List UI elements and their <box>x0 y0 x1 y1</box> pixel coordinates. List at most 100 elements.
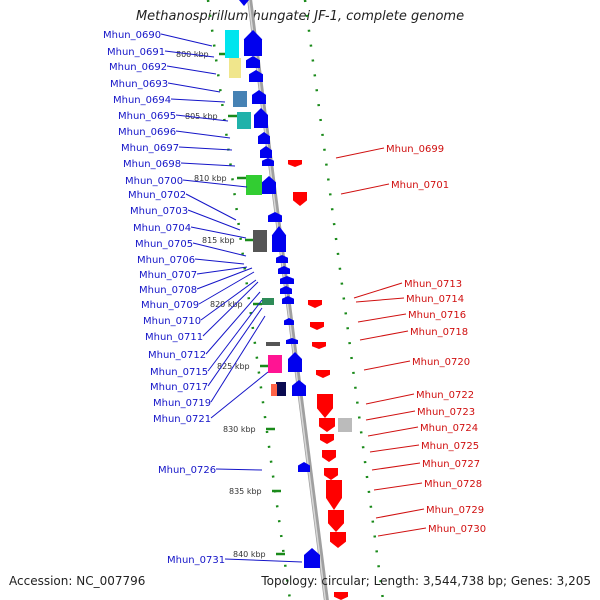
right-gene-label: Mhun_0722 <box>416 390 474 401</box>
reverse-gene-arrow <box>319 418 335 432</box>
left-label-leader <box>185 193 237 221</box>
left-label-leader <box>224 558 303 563</box>
forward-gene-arrow <box>288 352 302 372</box>
right-label-leader <box>335 147 385 159</box>
left-gene-label: Mhun_0731 <box>167 555 225 566</box>
left-gene-label: Mhun_0719 <box>153 398 211 409</box>
right-gene-label: Mhun_0730 <box>428 524 486 535</box>
left-label-leader <box>200 279 257 321</box>
forward-gene-arrow <box>298 462 310 472</box>
forward-gene-arrow <box>280 286 292 294</box>
left-gene-label: Mhun_0706 <box>137 255 195 266</box>
forward-gene-arrow <box>249 70 263 82</box>
left-gene-label: Mhun_0710 <box>143 316 201 327</box>
left-label-leader <box>207 307 263 387</box>
forward-gene-arrow <box>284 318 294 325</box>
reverse-gene-arrow <box>330 532 346 548</box>
left-label-leader <box>178 146 233 151</box>
reverse-gene-arrow <box>328 510 344 532</box>
forward-gene-arrow <box>280 276 294 284</box>
left-label-leader <box>205 291 261 355</box>
right-label-leader <box>365 393 415 405</box>
left-label-leader <box>198 271 255 305</box>
forward-gene-arrow <box>268 212 282 222</box>
genome-summary-text: Topology: circular; Length: 3,544,738 bp… <box>261 574 591 588</box>
left-label-leader <box>170 98 226 103</box>
right-gene-label: Mhun_0728 <box>424 479 482 490</box>
right-label-leader <box>353 282 403 299</box>
feature-box <box>225 30 239 58</box>
right-label-leader <box>363 360 411 371</box>
left-label-leader <box>210 315 266 403</box>
reverse-gene-arrow <box>310 322 324 330</box>
left-gene-label: Mhun_0693 <box>110 79 168 90</box>
feature-box <box>233 91 247 107</box>
forward-gene-arrow <box>276 255 288 263</box>
forward-gene-arrow <box>258 132 270 144</box>
feature-box <box>276 382 286 396</box>
left-label-leader <box>180 162 236 167</box>
right-label-leader <box>371 462 421 471</box>
feature-box <box>253 230 267 252</box>
left-label-leader <box>182 179 248 188</box>
left-label-leader <box>196 267 253 290</box>
right-gene-label: Mhun_0729 <box>426 505 484 516</box>
right-gene-label: Mhun_0720 <box>412 357 470 368</box>
left-label-leader <box>160 33 213 47</box>
reverse-gene-arrow <box>317 394 333 418</box>
right-gene-label: Mhun_0718 <box>410 327 468 338</box>
right-label-leader <box>355 297 405 303</box>
feature-box <box>268 355 282 373</box>
reverse-gene-arrow <box>312 342 326 349</box>
reverse-gene-arrow <box>326 480 342 510</box>
forward-gene-arrow <box>262 158 274 166</box>
left-gene-label: Mhun_0690 <box>103 30 161 41</box>
right-gene-label: Mhun_0727 <box>422 459 480 470</box>
forward-gene-arrow <box>260 146 272 158</box>
left-gene-label: Mhun_0726 <box>158 465 216 476</box>
forward-gene-arrow <box>246 56 260 68</box>
left-gene-label: Mhun_0694 <box>113 95 171 106</box>
forward-gene-arrow <box>239 0 249 6</box>
left-label-leader <box>210 371 269 419</box>
forward-gene-arrow <box>282 296 294 304</box>
forward-gene-arrow <box>278 266 290 274</box>
scale-label: 815 kbp <box>202 236 235 245</box>
left-label-leader <box>190 226 247 239</box>
left-label-leader <box>215 468 263 471</box>
forward-gene-arrow <box>304 548 320 568</box>
map-title: Methanospirillum hungatei JF-1, complete… <box>135 9 465 24</box>
accession-text: Accession: NC_007796 <box>9 574 146 588</box>
scale-label: 835 kbp <box>229 487 262 496</box>
left-gene-label: Mhun_0715 <box>150 367 208 378</box>
reverse-gene-arrow <box>322 450 336 462</box>
right-gene-label: Mhun_0724 <box>420 423 478 434</box>
right-label-leader <box>373 482 423 491</box>
feature-box <box>338 418 352 432</box>
right-gene-label: Mhun_0699 <box>386 144 444 155</box>
left-label-leader <box>187 209 241 231</box>
left-gene-label: Mhun_0708 <box>139 285 197 296</box>
left-label-leader <box>196 266 248 275</box>
left-gene-label: Mhun_0709 <box>141 300 199 311</box>
reverse-gene-arrow <box>334 592 348 600</box>
left-gene-label: Mhun_0711 <box>145 332 203 343</box>
left-gene-label: Mhun_0702 <box>128 190 186 201</box>
reverse-gene-arrow <box>316 370 330 378</box>
reverse-gene-arrow <box>320 434 334 444</box>
left-label-leader <box>167 82 221 93</box>
scale-label: 820 kbp <box>210 300 243 309</box>
right-label-leader <box>340 183 390 195</box>
left-gene-label: Mhun_0712 <box>148 350 206 361</box>
right-label-leader <box>357 313 407 323</box>
right-gene-label: Mhun_0713 <box>404 279 462 290</box>
forward-gene-arrow <box>244 30 262 56</box>
forward-gene-arrow <box>292 380 306 396</box>
forward-gene-arrow <box>262 176 276 194</box>
left-label-leader <box>192 242 247 257</box>
right-label-leader <box>359 330 409 341</box>
scale-label: 840 kbp <box>233 550 266 559</box>
right-gene-label: Mhun_0714 <box>406 294 464 305</box>
